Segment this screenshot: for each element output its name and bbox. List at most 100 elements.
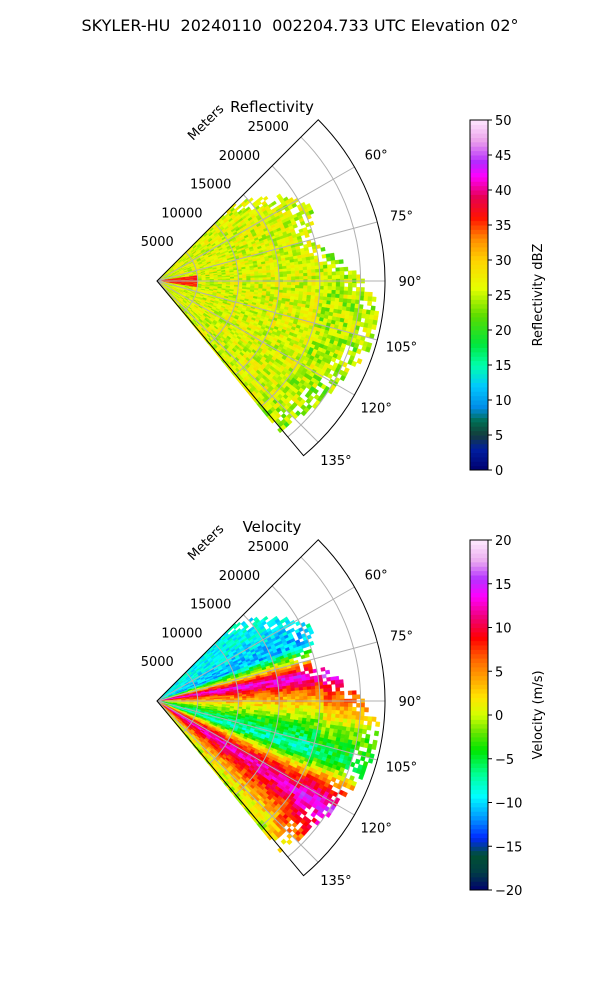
colorbar-tick-label: 50 (495, 114, 512, 129)
colorbar-swatch (470, 133, 488, 138)
data-cell (323, 282, 329, 287)
data-cell (351, 291, 357, 296)
data-cell (321, 674, 327, 679)
colorbar-swatch (470, 264, 488, 270)
data-cell (298, 686, 304, 691)
colorbar-swatch (470, 443, 488, 449)
data-cell (306, 266, 312, 271)
colorbar-swatch (470, 408, 488, 414)
data-cell (298, 266, 304, 271)
data-cell (310, 292, 316, 297)
data-cell (315, 272, 320, 277)
data-cell (327, 687, 333, 693)
data-cell (295, 282, 300, 286)
colorbar-tick-label: 10 (495, 394, 512, 409)
data-cell (351, 295, 357, 300)
data-cell (274, 274, 280, 278)
colorbar-tick-label: 40 (495, 184, 512, 199)
colorbar-swatch (470, 325, 488, 331)
colorbar-swatch (470, 277, 488, 283)
data-cell (266, 281, 272, 285)
data-cell (254, 275, 259, 279)
data-cell (291, 282, 296, 286)
data-cell (339, 294, 344, 299)
data-cell (282, 688, 288, 692)
data-cell (274, 276, 280, 280)
data-cell (307, 689, 312, 694)
data-cell (307, 275, 312, 280)
data-cell (311, 288, 316, 293)
colorbar-swatch (470, 238, 488, 243)
data-cell (303, 282, 308, 286)
data-cell (323, 286, 329, 291)
data-cell (290, 690, 296, 695)
data-cell (322, 293, 328, 298)
data-cell (308, 209, 315, 215)
data-cell (266, 272, 272, 276)
colorbar-swatch (470, 273, 488, 278)
data-cell (327, 267, 333, 273)
data-cell (242, 277, 247, 281)
data-cell (250, 281, 255, 285)
data-cell (286, 287, 292, 292)
colorbar-swatch (470, 246, 488, 252)
data-cell (307, 282, 312, 287)
data-cell (299, 273, 304, 277)
data-cell (322, 684, 328, 689)
colorbar-swatch (470, 356, 488, 362)
data-cell (311, 285, 316, 290)
colorbar-swatch (470, 386, 488, 392)
data-cell (311, 282, 316, 287)
data-cell (334, 679, 340, 685)
colorbar-swatch (470, 413, 488, 418)
data-cell (286, 690, 292, 695)
colorbar-swatch (470, 159, 488, 165)
data-cell (310, 262, 316, 267)
data-cell (270, 274, 276, 278)
data-cell (351, 270, 357, 276)
data-cell (287, 282, 292, 286)
data-cell (291, 276, 296, 280)
angle-tick-label: 105° (386, 341, 417, 356)
data-cell (350, 303, 356, 309)
colorbar-swatch (470, 290, 488, 296)
data-cell (335, 267, 341, 272)
data-cell (287, 276, 292, 280)
data-cell (331, 271, 337, 276)
data-cell (322, 261, 328, 266)
data-cell (335, 286, 341, 291)
data-cell (335, 282, 341, 287)
data-cell (363, 295, 369, 302)
data-cell (250, 277, 255, 281)
data-cell (315, 275, 321, 280)
data-cell (258, 277, 264, 281)
colorbar-swatch (470, 343, 488, 348)
data-cell (347, 290, 353, 296)
data-cell (356, 358, 363, 365)
data-cell (299, 285, 304, 289)
data-cell (339, 290, 345, 295)
colorbar-swatch (470, 128, 488, 134)
data-cell (339, 270, 345, 276)
data-cell (338, 679, 344, 684)
colorbar-swatch (470, 321, 488, 327)
data-cell (286, 270, 292, 275)
data-cell (322, 681, 328, 686)
colorbar-swatch (470, 421, 488, 427)
data-cells (156, 193, 380, 434)
data-cell (331, 282, 337, 287)
data-cell (321, 254, 327, 259)
data-cell (303, 285, 308, 290)
colorbar-swatch (470, 220, 488, 226)
data-cell (320, 666, 326, 672)
data-cell (338, 298, 344, 303)
data-cell (306, 262, 312, 268)
colorbar-swatch (470, 347, 488, 353)
colorbar-swatch (470, 190, 488, 195)
data-cell (234, 278, 239, 281)
data-cell (225, 278, 231, 281)
data-cell (306, 682, 312, 688)
data-cell (339, 274, 345, 280)
colorbar-swatch (470, 330, 488, 335)
colorbar-swatch (470, 198, 488, 204)
